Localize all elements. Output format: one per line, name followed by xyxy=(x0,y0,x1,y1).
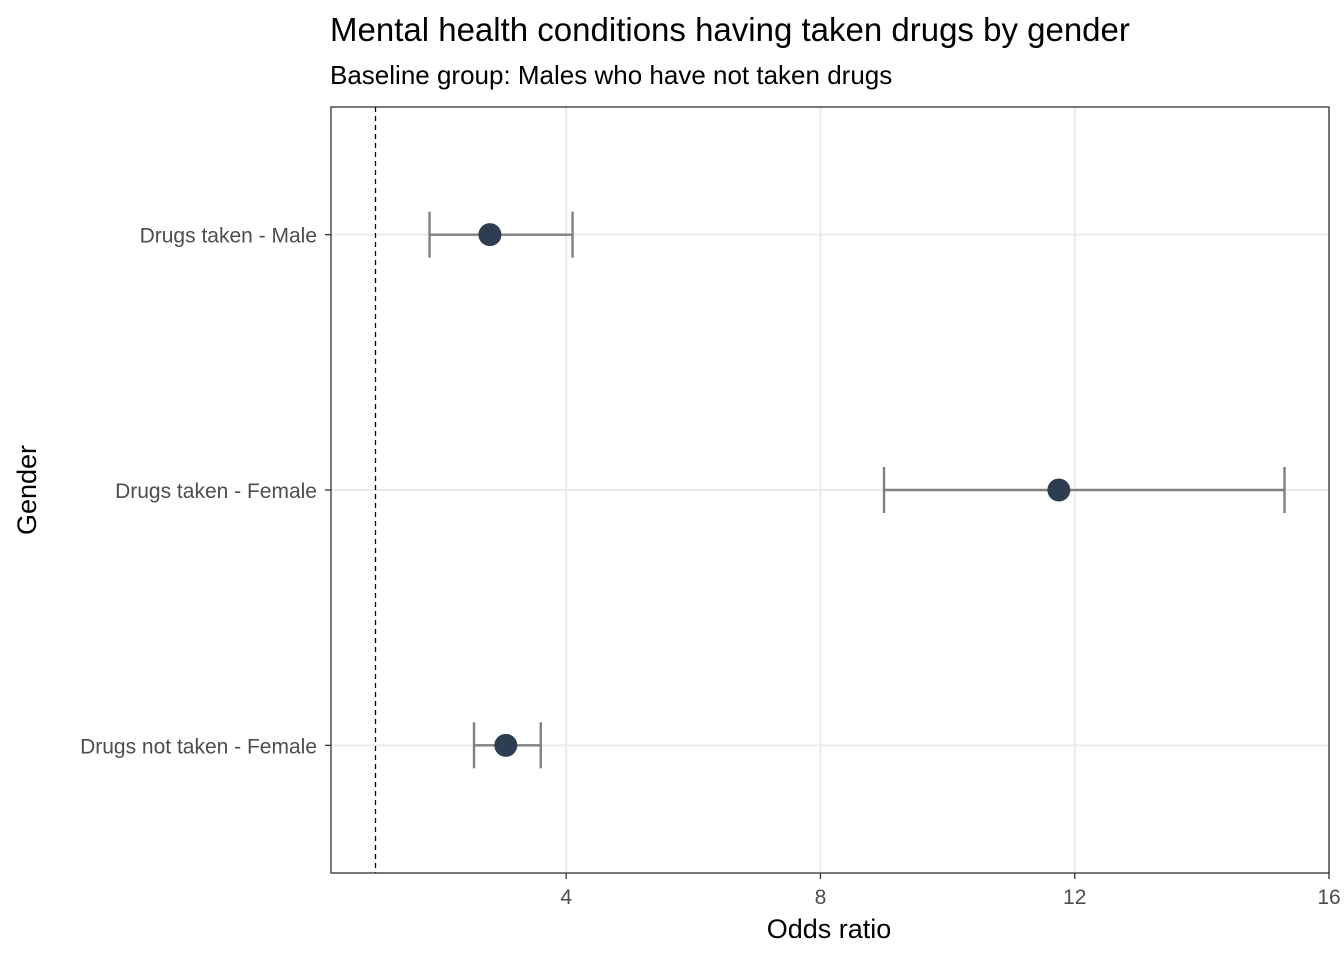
chart-title: Mental health conditions having taken dr… xyxy=(330,11,1130,48)
chart-subtitle: Baseline group: Males who have not taken… xyxy=(330,60,892,90)
x-tick-label: 4 xyxy=(560,886,572,909)
estimate-point xyxy=(494,733,518,757)
x-axis-title: Odds ratio xyxy=(767,914,892,944)
estimate-point xyxy=(478,223,502,247)
error-bars xyxy=(428,211,1286,769)
y-tick-label: Drugs taken - Female xyxy=(115,480,317,503)
y-tick-label: Drugs taken - Male xyxy=(140,225,317,248)
x-tick-label: 8 xyxy=(815,886,827,909)
y-tick-label: Drugs not taken - Female xyxy=(80,735,317,758)
axes: 4 8 12 16 Drugs taken - Male Drugs taken - Fe… xyxy=(80,225,1341,909)
estimate-points xyxy=(478,223,1071,757)
y-axis-title: Gender xyxy=(12,445,42,535)
x-tick-label: 16 xyxy=(1317,886,1340,909)
estimate-point xyxy=(1047,478,1071,502)
x-tick-label: 12 xyxy=(1063,886,1086,909)
